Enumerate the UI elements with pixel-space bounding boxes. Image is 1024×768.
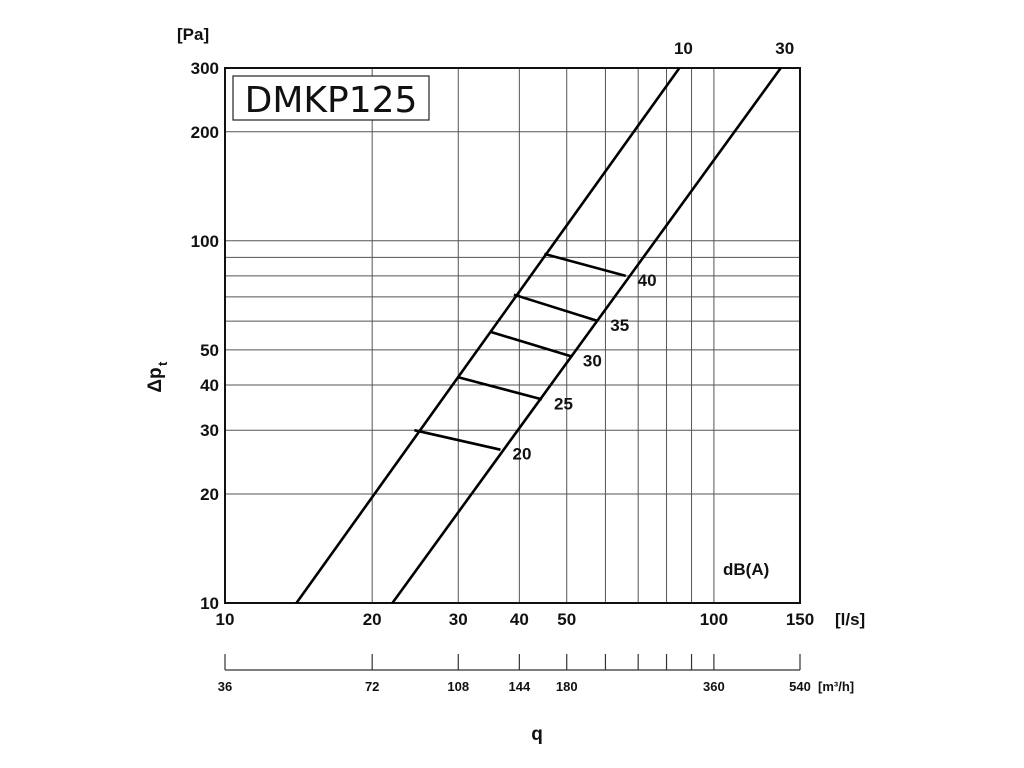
x-tick-label: 10	[216, 610, 235, 629]
x-tick-label: 100	[700, 610, 728, 629]
sound-line	[513, 293, 599, 323]
grid	[225, 68, 800, 603]
sound-line-label: 35	[610, 316, 629, 335]
y-tick-label: 300	[191, 59, 219, 78]
series-label: 10	[674, 39, 693, 58]
x-axis-title: q	[531, 724, 543, 745]
sound-line	[457, 376, 543, 401]
secondary-axis-label: 144	[509, 679, 531, 694]
y-tick-label: 10	[200, 594, 219, 613]
y-tick-label: 40	[200, 376, 219, 395]
series-line	[295, 67, 681, 604]
secondary-axis: 36 72 108 144 180 360 540	[218, 654, 811, 694]
x-tick-label: 40	[510, 610, 529, 629]
sound-line	[414, 428, 501, 451]
secondary-axis-label: 72	[365, 679, 379, 694]
y-tick-label: 30	[200, 421, 219, 440]
x-unit-label: [l/s]	[835, 610, 865, 629]
y-axis-title: Δp t	[145, 361, 170, 393]
ticks-group: 10 20 30 40 50 100 150 10 20 30 40 50 100 200 300	[191, 59, 815, 629]
y-tick-label: 100	[191, 232, 219, 251]
x-tick-label: 20	[363, 610, 382, 629]
series-group: 10 30	[295, 39, 794, 604]
secondary-axis-label: 108	[447, 679, 469, 694]
series-label: 30	[775, 39, 794, 58]
y-axis-title-main: Δp	[145, 367, 166, 392]
sound-line	[544, 252, 627, 278]
sound-line-label: 40	[638, 271, 657, 290]
x-tick-label: 50	[557, 610, 576, 629]
secondary-axis-label: 360	[703, 679, 725, 694]
x-tick-label: 30	[449, 610, 468, 629]
y-axis-title-sub: t	[155, 361, 170, 366]
secondary-axis-label: 180	[556, 679, 578, 694]
sound-line-label: 20	[512, 445, 531, 464]
y-tick-label: 200	[191, 123, 219, 142]
secondary-axis-unit: [m³/h]	[818, 679, 854, 694]
secondary-axis-label: 36	[218, 679, 232, 694]
sound-line-label: 30	[583, 351, 602, 370]
y-tick-label: 50	[200, 341, 219, 360]
chart-title: DMKP125	[245, 80, 418, 121]
sound-line-label: 25	[554, 394, 573, 413]
sound-unit-label: dB(A)	[723, 560, 769, 579]
y-tick-label: 20	[200, 485, 219, 504]
plot-frame	[224, 67, 801, 604]
y-unit-label: [Pa]	[177, 25, 209, 44]
series-line	[391, 67, 782, 604]
title-box: DMKP125	[232, 75, 430, 121]
sound-lines-group: 20 25 30 35 40	[414, 252, 657, 464]
secondary-axis-label: 540	[789, 679, 811, 694]
x-tick-label: 150	[786, 610, 814, 629]
sound-line	[490, 330, 572, 358]
